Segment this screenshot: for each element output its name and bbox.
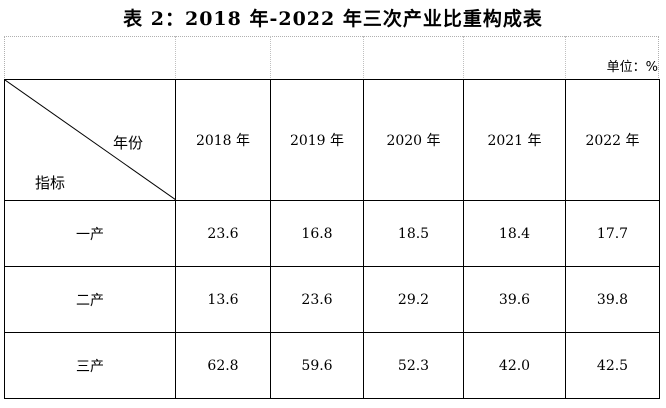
table-header-row: 年份 指标 2018 年 2019 年 2020 年 2021 年 2022 年 [4,79,660,201]
unit-label: 单位：% [606,60,658,75]
corner-label-indicator: 指标 [35,174,66,192]
table-row: 二产 13.6 23.6 29.2 39.6 39.8 [4,266,660,333]
table-cell: 59.6 [270,332,364,399]
table-cell: 39.6 [463,266,566,333]
year-header: 2019 年 [270,79,364,201]
year-header: 2021 年 [463,79,566,201]
guide-line [565,36,566,80]
guide-line [270,36,271,80]
table-cell: 42.5 [565,332,660,399]
table-cell: 17.7 [565,200,660,267]
corner-header-cell: 年份 指标 [4,79,176,201]
table-row: 一产 23.6 16.8 18.5 18.4 17.7 [4,200,660,267]
guide-line [175,36,176,80]
table-cell: 52.3 [363,332,464,399]
table-cell: 23.6 [175,200,271,267]
row-label: 一产 [4,200,176,267]
diagonal-divider [5,80,176,200]
year-header: 2022 年 [565,79,660,201]
guide-line [463,36,464,80]
row-label: 三产 [4,332,176,399]
table-cell: 62.8 [175,332,271,399]
table-cell: 18.4 [463,200,566,267]
table-cell: 42.0 [463,332,566,399]
year-header: 2018 年 [175,79,271,201]
guide-line [363,36,364,80]
table-cell: 29.2 [363,266,464,333]
year-header: 2020 年 [363,79,464,201]
table-cell: 18.5 [363,200,464,267]
table-cell: 16.8 [270,200,364,267]
table-cell: 23.6 [270,266,364,333]
industry-structure-table: 年份 指标 2018 年 2019 年 2020 年 2021 年 2022 年… [4,79,660,399]
table-row: 三产 62.8 59.6 52.3 42.0 42.5 [4,332,660,399]
guide-box [4,36,659,80]
row-label: 二产 [4,266,176,333]
table-cell: 39.8 [565,266,660,333]
table-title: 表 2：2018 年-2022 年三次产业比重构成表 [123,8,543,30]
table-cell: 13.6 [175,266,271,333]
corner-label-year: 年份 [112,134,143,152]
